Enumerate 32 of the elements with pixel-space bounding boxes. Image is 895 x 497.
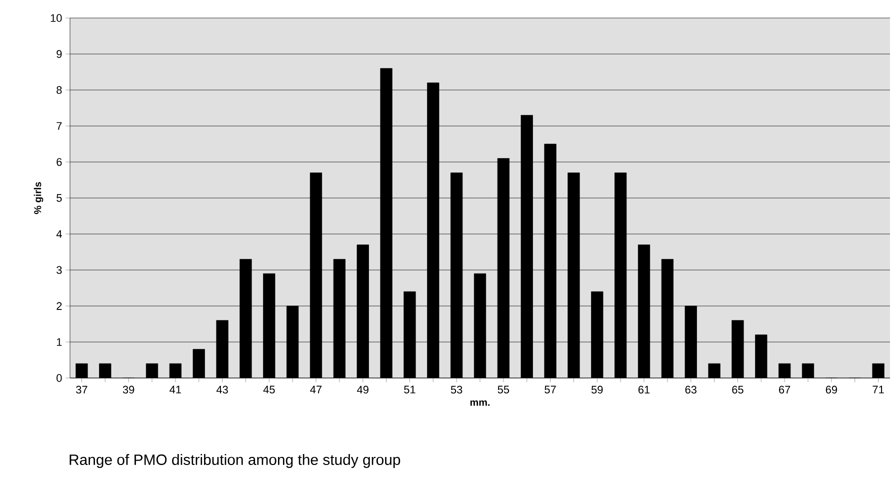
y-tick-label: 3 xyxy=(56,266,62,274)
x-tick-label: 57 xyxy=(544,386,556,394)
x-tick-label: 39 xyxy=(122,386,134,394)
x-tick-label: 49 xyxy=(357,386,368,394)
y-tick-label: 1 xyxy=(56,338,62,346)
x-axis-title: mm. xyxy=(470,400,490,406)
y-tick-label: 6 xyxy=(56,158,62,166)
y-tick-label: 2 xyxy=(56,302,62,310)
y-tick-label: 7 xyxy=(56,122,62,130)
y-tick-label: 9 xyxy=(56,50,62,58)
x-tick-label: 37 xyxy=(76,386,88,394)
x-tick-label: 63 xyxy=(685,386,696,394)
x-tick-label: 47 xyxy=(310,386,322,394)
x-tick-label: 51 xyxy=(404,386,416,394)
text: Range of PMO distribution among the study group xyxy=(70,454,400,468)
x-tick-label: 43 xyxy=(216,386,228,394)
x-tick-label: 71 xyxy=(872,386,884,394)
y-tick-label: 8 xyxy=(56,86,62,94)
y-tick-label: 0 xyxy=(56,374,62,382)
x-tick-label: 55 xyxy=(498,386,510,394)
y-tick-label: 10 xyxy=(50,14,62,22)
x-tick-label: 53 xyxy=(450,386,462,394)
x-tick-label: 59 xyxy=(591,386,603,394)
x-tick-label: 65 xyxy=(732,386,744,394)
y-tick-label: 5 xyxy=(56,194,62,202)
y-tick-label: 4 xyxy=(56,230,62,238)
x-tick-label: 41 xyxy=(170,386,181,394)
x-tick-label: 45 xyxy=(263,386,275,394)
y-axis-title: % girls xyxy=(34,182,44,214)
x-tick-label: 61 xyxy=(638,386,650,394)
x-tick-label: 69 xyxy=(826,386,838,394)
x-tick-label: 67 xyxy=(779,386,790,394)
